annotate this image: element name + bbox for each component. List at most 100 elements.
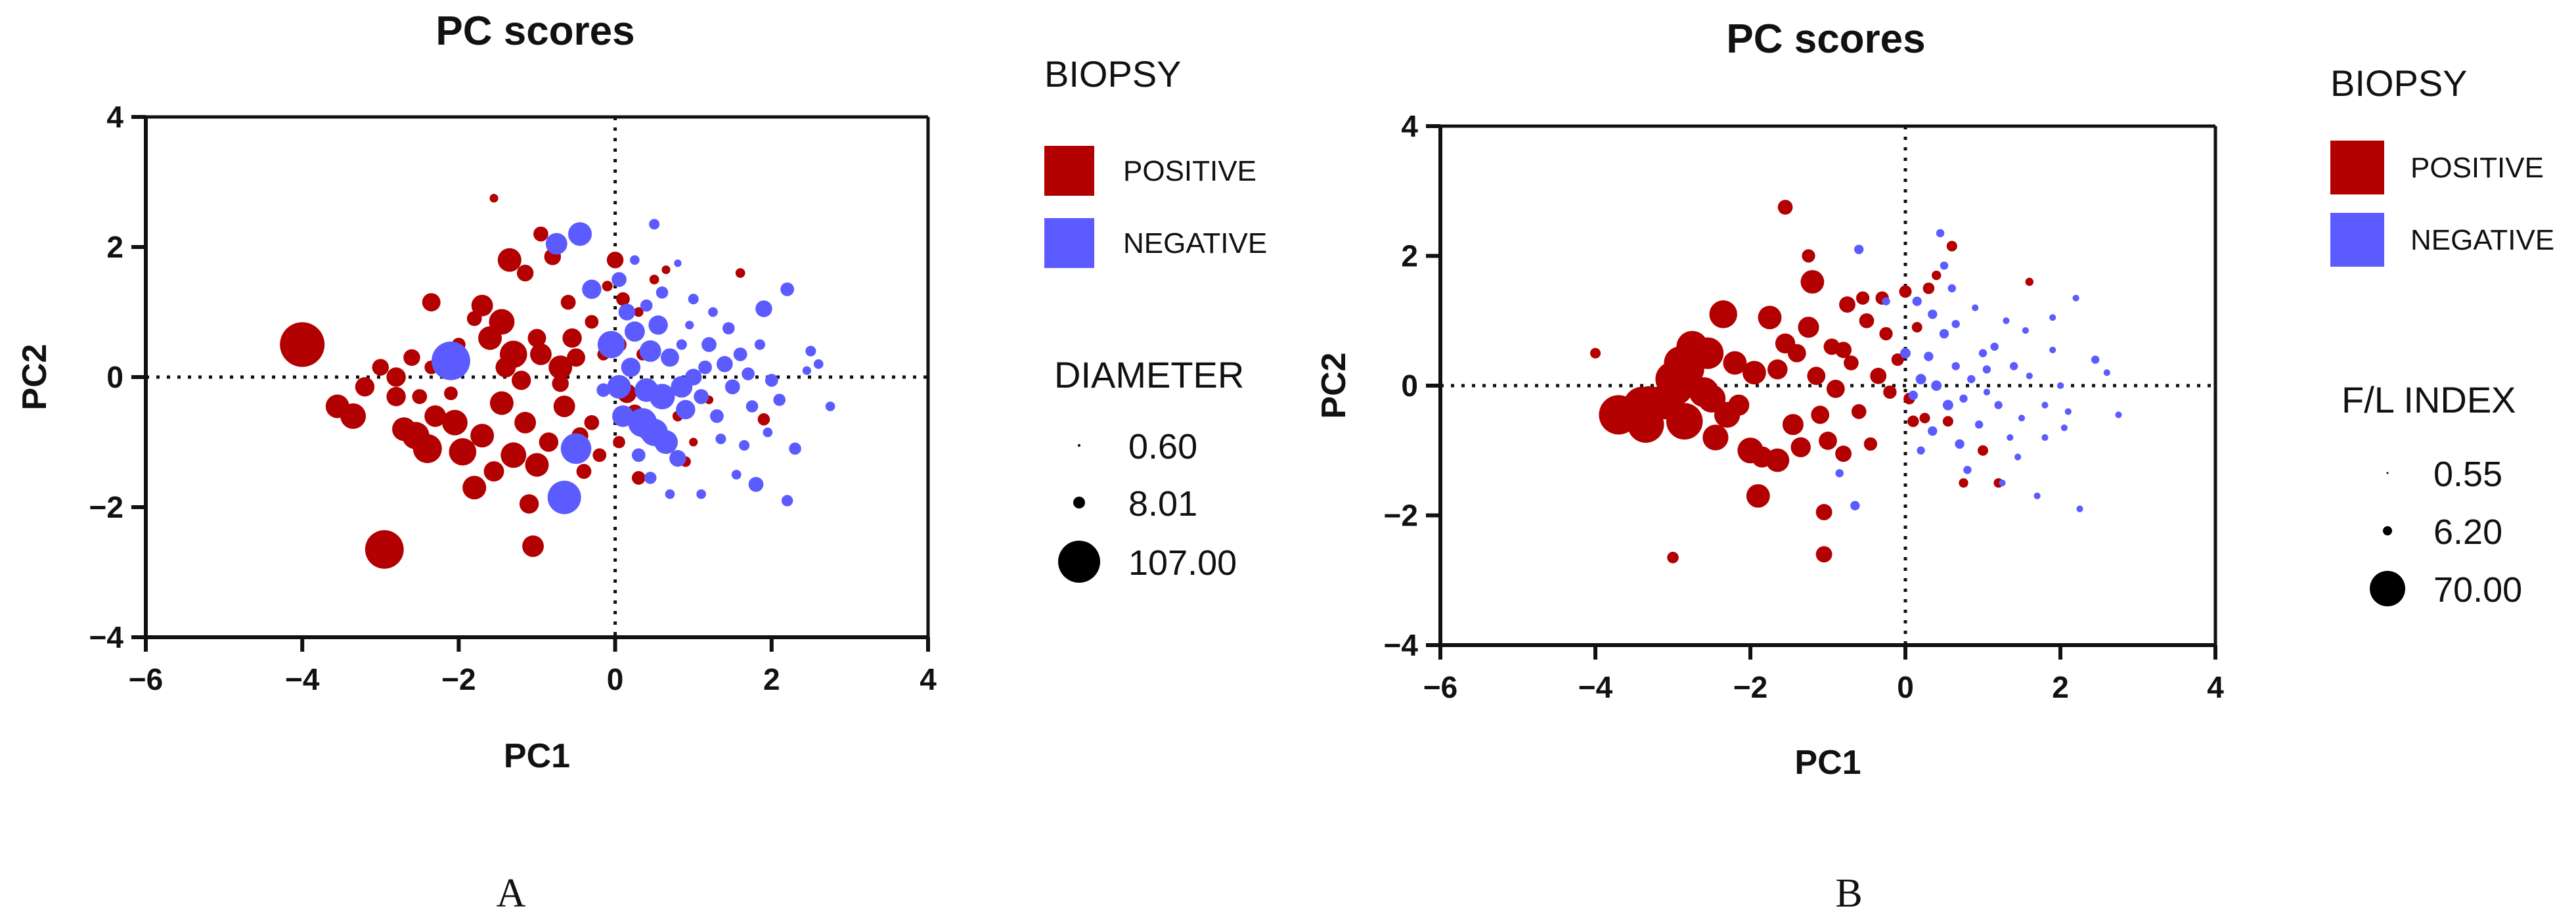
y-tick-label: −4 xyxy=(1384,628,1419,662)
data-point-positive xyxy=(412,389,428,405)
data-point-negative xyxy=(1942,399,1953,411)
data-point-positive xyxy=(489,391,514,415)
data-point-negative xyxy=(671,376,693,398)
data-point-positive xyxy=(1709,300,1737,328)
data-point-positive xyxy=(525,453,549,477)
data-point-negative xyxy=(773,394,786,406)
data-point-positive xyxy=(1919,413,1930,424)
data-point-positive xyxy=(403,349,420,367)
data-point-negative xyxy=(596,383,611,397)
size-legend-label: 8.01 xyxy=(1128,484,1197,524)
data-point-positive xyxy=(1777,200,1793,215)
data-point-positive xyxy=(1714,401,1741,428)
x-tick-label: −2 xyxy=(1733,670,1767,704)
size-legend-marker xyxy=(1078,444,1080,447)
data-point-negative xyxy=(698,360,712,374)
data-point-positive xyxy=(1907,415,1919,428)
data-point-negative xyxy=(745,400,759,413)
data-point-negative xyxy=(1978,349,1988,357)
data-point-negative xyxy=(640,299,653,312)
data-point-negative xyxy=(2049,314,2056,321)
panel-b: PC scores−6 −4 −2 0 2 4−4−2024PC1PC2BIOPSYPOS… xyxy=(1315,16,2554,916)
data-point-negative xyxy=(1931,380,1942,392)
data-point-negative xyxy=(2022,326,2029,334)
data-point-positive xyxy=(1782,414,1804,436)
data-point-negative xyxy=(2056,382,2064,390)
data-point-negative xyxy=(1963,466,1972,474)
data-point-negative xyxy=(621,357,641,377)
data-point-positive xyxy=(1835,445,1852,462)
data-point-positive xyxy=(495,357,516,378)
data-point-positive xyxy=(1819,432,1837,450)
data-point-negative xyxy=(649,219,660,230)
data-point-positive xyxy=(530,343,552,365)
data-point-negative xyxy=(802,366,811,375)
data-point-negative xyxy=(607,374,631,399)
data-point-positive xyxy=(372,359,389,376)
data-point-positive xyxy=(449,438,477,466)
data-point-negative xyxy=(547,480,581,514)
data-point-negative xyxy=(731,470,742,480)
data-point-negative xyxy=(1854,244,1864,254)
data-point-positive xyxy=(1835,342,1852,359)
color-legend-title: BIOPSY xyxy=(2330,62,2468,104)
data-point-positive xyxy=(280,322,325,367)
data-point-positive xyxy=(661,265,671,275)
data-point-positive xyxy=(497,248,522,272)
size-legend-marker xyxy=(2383,526,2392,535)
data-point-negative xyxy=(1955,439,1965,449)
data-point-positive xyxy=(340,403,366,429)
data-point-positive xyxy=(1815,546,1832,563)
data-point-negative xyxy=(710,409,724,423)
data-point-negative xyxy=(1936,229,1945,238)
data-point-negative xyxy=(1972,304,1979,311)
legend-swatch-negative xyxy=(2330,213,2384,267)
y-tick-label: −2 xyxy=(1384,499,1418,533)
data-point-negative xyxy=(805,346,816,357)
data-point-negative xyxy=(763,427,773,438)
data-point-positive xyxy=(1798,317,1819,338)
data-point-negative xyxy=(1928,309,1938,319)
data-point-negative xyxy=(634,378,659,402)
data-point-positive xyxy=(613,436,625,449)
size-legend-marker xyxy=(2370,571,2405,606)
data-point-negative xyxy=(1882,297,1890,305)
data-point-negative xyxy=(1850,501,1860,510)
size-legend-label: 107.00 xyxy=(1128,543,1237,583)
data-point-negative xyxy=(665,489,675,499)
data-point-positive xyxy=(355,377,375,397)
data-point-positive xyxy=(560,294,576,310)
data-point-negative xyxy=(1924,351,1934,361)
data-point-positive xyxy=(519,494,539,514)
data-point-positive xyxy=(1859,313,1875,328)
data-point-positive xyxy=(1667,551,1679,564)
data-point-positive xyxy=(1932,270,1942,281)
data-point-negative xyxy=(1940,261,1949,270)
data-point-negative xyxy=(2041,434,2049,441)
data-point-positive xyxy=(1946,240,1957,252)
data-point-positive xyxy=(1879,326,1893,341)
data-point-negative xyxy=(722,322,735,335)
data-point-negative xyxy=(661,348,679,367)
data-point-negative xyxy=(676,339,687,350)
data-point-negative xyxy=(825,401,835,411)
color-legend-title: BIOPSY xyxy=(1044,53,1182,95)
data-point-positive xyxy=(689,438,698,447)
data-point-negative xyxy=(708,307,718,317)
data-point-positive xyxy=(365,529,404,569)
data-point-negative xyxy=(685,321,694,330)
size-legend-label: 0.60 xyxy=(1128,427,1197,466)
data-point-positive xyxy=(602,281,613,292)
data-point-positive xyxy=(1883,385,1897,399)
legend-swatch-positive xyxy=(2330,141,2384,194)
data-point-positive xyxy=(1589,348,1601,359)
data-point-negative xyxy=(2091,355,2100,364)
y-tick-label: 2 xyxy=(1401,239,1418,273)
panel-label: B xyxy=(1835,871,1862,916)
data-point-positive xyxy=(539,432,559,452)
x-tick-label: −4 xyxy=(1578,670,1613,704)
data-point-negative xyxy=(1915,374,1926,385)
x-tick-label: 0 xyxy=(1897,670,1914,704)
data-point-negative xyxy=(754,339,765,350)
data-point-positive xyxy=(1800,270,1825,294)
